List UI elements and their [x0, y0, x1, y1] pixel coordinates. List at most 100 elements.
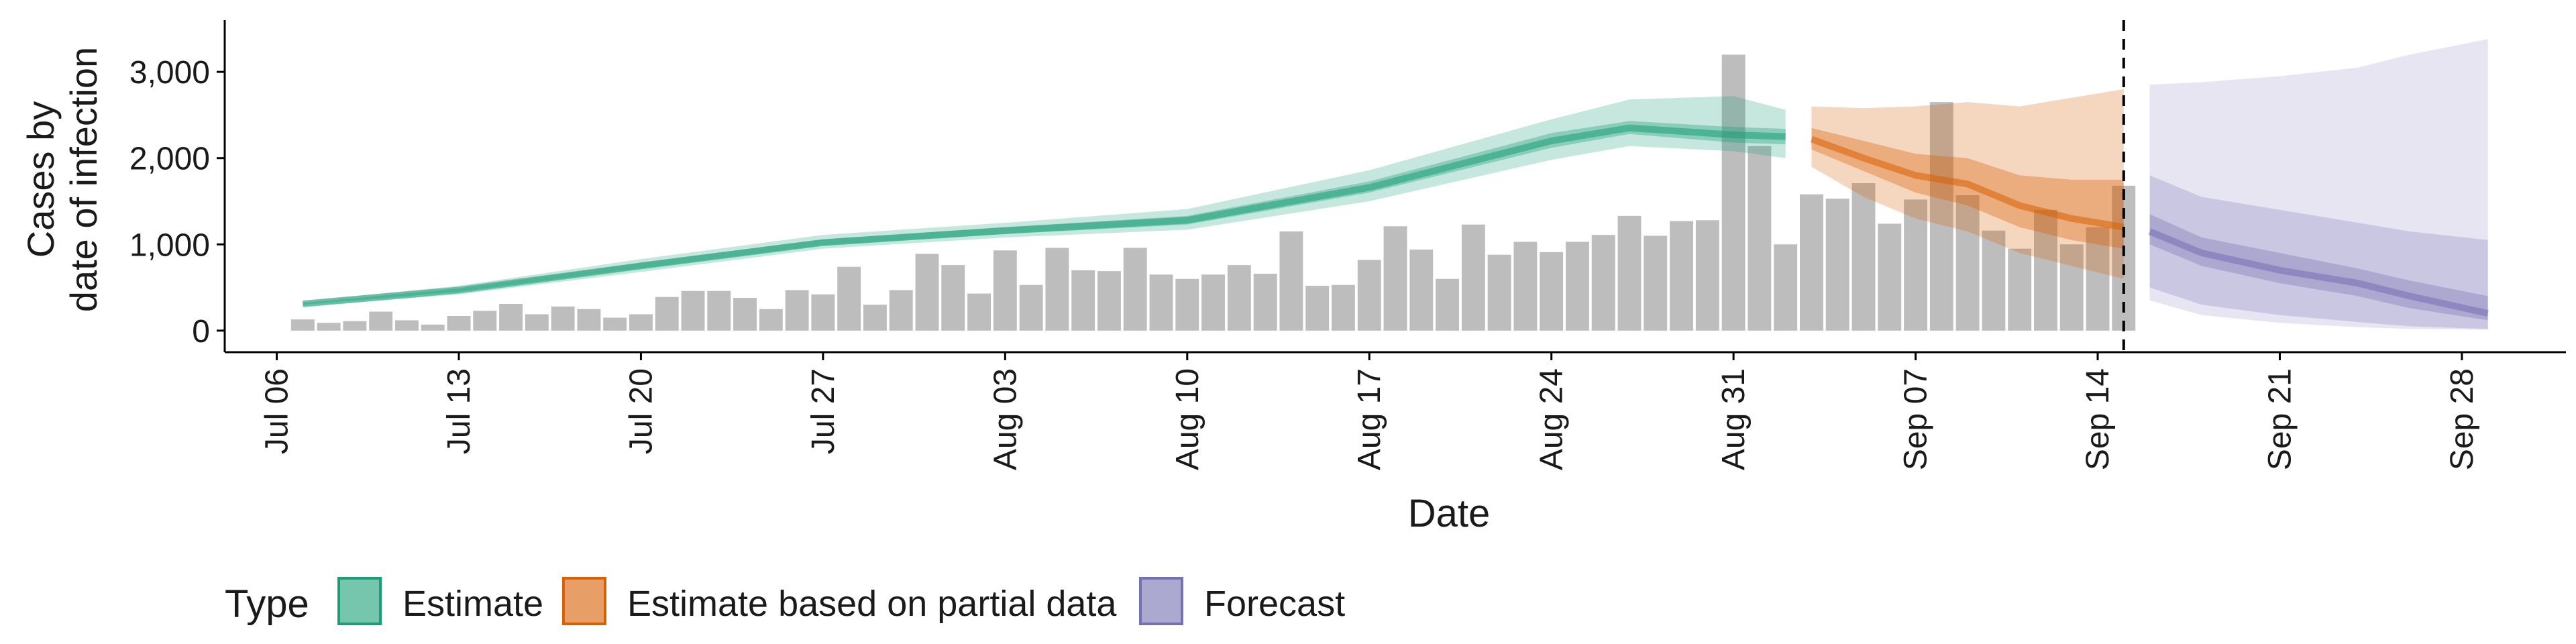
- bar: [525, 314, 549, 331]
- x-tick-label: Sep 07: [1898, 368, 1934, 470]
- x-ticks: Jul 06 Jul 13 Jul 20 Jul 27 Aug 03 Aug 10 Aug …: [260, 352, 2480, 470]
- bar: [1565, 241, 1589, 331]
- bar: [1617, 215, 1642, 331]
- bar: [1721, 54, 1746, 331]
- legend-key-forecast: [1139, 577, 1183, 625]
- bar: [1904, 199, 1928, 331]
- forecast-outer-band: [2149, 175, 2488, 329]
- estimate-median-line: [302, 124, 1786, 307]
- bar: [1799, 194, 1823, 331]
- bar: [681, 290, 705, 331]
- bar: [1695, 220, 1719, 331]
- bar: [1591, 235, 1615, 331]
- bar: [1540, 252, 1564, 331]
- bar: [915, 254, 939, 331]
- y-tick-label: 1,000: [129, 227, 210, 263]
- x-tick-label: Sep 28: [2445, 368, 2480, 470]
- bars: [290, 54, 2136, 331]
- bar: [2059, 244, 2084, 331]
- legend: Type Estimate Estimate based on partial d…: [225, 577, 1345, 626]
- bar: [1123, 248, 1147, 331]
- bar: [629, 314, 653, 331]
- bar: [1045, 248, 1069, 331]
- bar: [290, 319, 315, 331]
- bar: [1929, 102, 1953, 331]
- bar: [1982, 230, 2006, 331]
- bar: [1487, 254, 1511, 331]
- y-tick-label: 2,000: [129, 142, 210, 177]
- x-tick-label: Jul 20: [623, 368, 659, 454]
- bar: [733, 298, 757, 331]
- bar: [1019, 284, 1043, 331]
- bar: [447, 316, 471, 331]
- x-tick-label: Aug 24: [1534, 368, 1570, 470]
- legend-items: Estimate Estimate based on partial data Fo…: [337, 577, 1345, 625]
- bar: [811, 294, 835, 331]
- estimate_partial-inner-band: [1811, 127, 2124, 249]
- bar: [1670, 221, 1694, 331]
- y-axis-label-line: date of infection: [62, 47, 105, 312]
- bar: [941, 265, 965, 331]
- plot-area: [290, 20, 2489, 352]
- bar: [655, 297, 679, 331]
- bar: [1071, 270, 1095, 331]
- bar: [1357, 260, 1381, 331]
- bar: [603, 317, 627, 331]
- bar: [317, 323, 341, 331]
- bar: [1825, 199, 1849, 331]
- y-axis-label: Cases by date of infection: [19, 47, 105, 312]
- y-axis-label-line: Cases by: [19, 101, 62, 258]
- estimate_partial-median-line: [1810, 136, 2125, 231]
- bar: [993, 250, 1017, 331]
- bar: [2086, 227, 2110, 331]
- bar: [1227, 265, 1251, 331]
- bar: [1383, 226, 1407, 331]
- bar: [967, 293, 991, 331]
- x-tick-label: Aug 31: [1716, 368, 1752, 470]
- bar: [785, 290, 809, 331]
- bar: [863, 305, 887, 331]
- bar: [1201, 274, 1226, 331]
- y-ticks: 0 1,000 2,000 3,000: [129, 55, 225, 350]
- legend-label-estimate: Estimate: [402, 584, 543, 624]
- bar: [2033, 209, 2057, 331]
- bar: [1851, 183, 1876, 331]
- bar: [1748, 146, 1772, 331]
- legend-title: Type: [225, 582, 309, 626]
- bar: [759, 309, 783, 331]
- bar: [473, 311, 497, 331]
- bar: [1149, 274, 1173, 331]
- axes: 0 1,000 2,000 3,000 Jul 06 Jul 13 Jul 20 Jul 2…: [129, 20, 2566, 470]
- bar: [1305, 286, 1330, 331]
- bar: [1955, 195, 1980, 331]
- bar: [1644, 235, 1668, 331]
- legend-label-estimate_partial: Estimate based on partial data: [627, 584, 1117, 624]
- bar: [369, 311, 393, 331]
- x-tick-label: Jul 27: [806, 368, 841, 454]
- bar: [394, 320, 419, 331]
- bar: [551, 306, 575, 331]
- bar: [1461, 224, 1485, 331]
- bar: [577, 309, 601, 331]
- x-tick-label: Aug 17: [1352, 368, 1387, 470]
- bar: [1513, 241, 1538, 331]
- bar: [1774, 244, 1798, 331]
- x-tick-label: Sep 21: [2262, 368, 2298, 470]
- legend-key-estimate_partial: [562, 577, 606, 625]
- x-tick-label: Aug 03: [987, 368, 1023, 470]
- bar: [889, 290, 913, 331]
- bar: [1175, 278, 1199, 331]
- legend-label-forecast: Forecast: [1204, 584, 1345, 624]
- bar: [1409, 250, 1434, 331]
- bar: [1331, 284, 1355, 331]
- ribbons: [302, 39, 2489, 330]
- bar: [421, 324, 445, 331]
- legend-key-estimate: [337, 577, 382, 625]
- y-tick-label: 0: [192, 314, 210, 350]
- bar: [707, 290, 731, 331]
- x-tick-label: Jul 06: [260, 368, 295, 454]
- bar: [837, 266, 861, 331]
- bar: [1878, 223, 1902, 331]
- bar: [1097, 271, 1121, 331]
